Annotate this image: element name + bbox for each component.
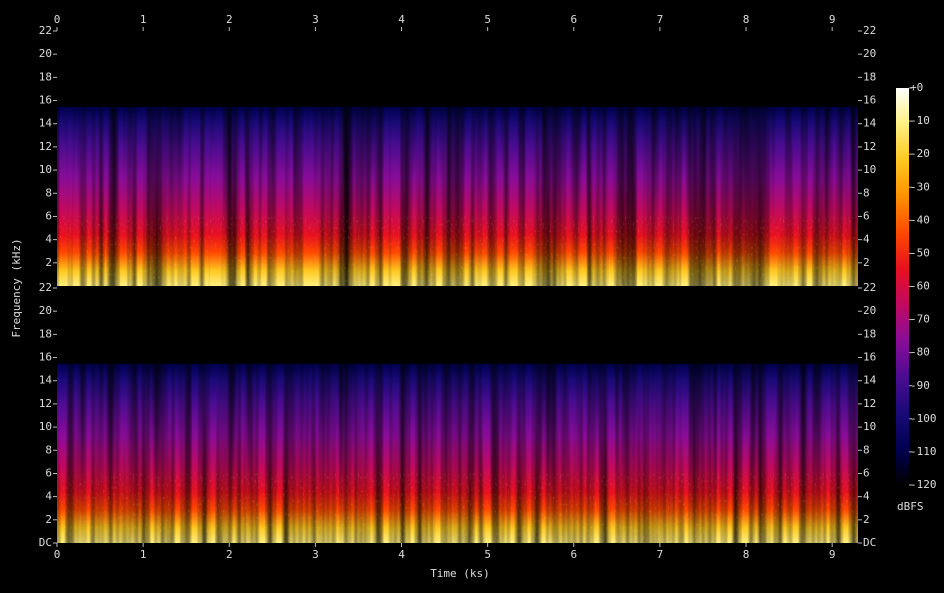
colorbar-tick-label: -120 bbox=[910, 478, 937, 491]
y-tick-label: 20 bbox=[863, 47, 876, 60]
y-tick-label: 8 bbox=[45, 186, 52, 199]
x-tick-label: 4 bbox=[398, 548, 405, 561]
y-tick-label: DC bbox=[863, 536, 876, 549]
x-tick-label: 9 bbox=[829, 548, 836, 561]
y-tick-label: 8 bbox=[863, 443, 870, 456]
x-tick-label: 1 bbox=[140, 548, 147, 561]
y-tick-label: 10 bbox=[863, 420, 876, 433]
y-tick-label: 20 bbox=[863, 304, 876, 317]
y-tick-label: 20 bbox=[39, 304, 52, 317]
y-tick-label: 16 bbox=[39, 351, 52, 364]
colorbar-tick-label: -40 bbox=[910, 213, 930, 226]
x-tick-label: 0 bbox=[54, 13, 61, 26]
x-tick-label: 4 bbox=[398, 13, 405, 26]
y-tick-label: 14 bbox=[39, 374, 53, 387]
y-tick-label: 16 bbox=[863, 351, 876, 364]
x-tick-label: 7 bbox=[657, 548, 664, 561]
x-tick-label: 7 bbox=[657, 13, 664, 26]
colorbar-tick-label: -20 bbox=[910, 147, 930, 160]
x-tick-label: 8 bbox=[743, 13, 750, 26]
y-tick-label: 2 bbox=[863, 513, 870, 526]
x-tick-label: 5 bbox=[484, 13, 491, 26]
y-tick-label: DC bbox=[39, 536, 52, 549]
x-axis-label: Time (ks) bbox=[430, 567, 490, 580]
colorbar-tick-label: -80 bbox=[910, 346, 930, 359]
y-tick-label: 6 bbox=[863, 209, 870, 222]
y-tick-label: 8 bbox=[45, 443, 52, 456]
y-tick-label: 22 bbox=[39, 281, 52, 294]
x-tick-label: 8 bbox=[743, 548, 750, 561]
y-tick-label: 2 bbox=[863, 256, 870, 269]
y-tick-label: 4 bbox=[45, 233, 52, 246]
y-tick-label: 12 bbox=[39, 140, 52, 153]
y-tick-label: 6 bbox=[45, 209, 52, 222]
y-tick-label: 8 bbox=[863, 186, 870, 199]
colorbar-tick-label: -70 bbox=[910, 313, 930, 326]
y-tick-label: 14 bbox=[863, 117, 877, 130]
y-tick-label: 12 bbox=[863, 140, 876, 153]
y-tick-label: 18 bbox=[39, 70, 52, 83]
y-tick-label: 4 bbox=[863, 490, 870, 503]
x-tick-label: 3 bbox=[312, 13, 319, 26]
y-tick-label: 4 bbox=[863, 233, 870, 246]
x-tick-label: 6 bbox=[570, 13, 577, 26]
y-tick-label: 2 bbox=[45, 513, 52, 526]
y-tick-label: 4 bbox=[45, 490, 52, 503]
y-tick-label: 18 bbox=[39, 327, 52, 340]
y-tick-label: 16 bbox=[863, 94, 876, 107]
y-tick-label: 22 bbox=[863, 281, 876, 294]
y-tick-label: 10 bbox=[863, 163, 876, 176]
x-tick-label: 3 bbox=[312, 548, 319, 561]
colorbar-tick-label: -100 bbox=[910, 412, 937, 425]
colorbar bbox=[896, 88, 909, 485]
y-tick-label: 12 bbox=[863, 397, 876, 410]
colorbar-tick-label: -10 bbox=[910, 114, 930, 127]
x-tick-label: 0 bbox=[54, 548, 61, 561]
y-tick-label: 12 bbox=[39, 397, 52, 410]
x-tick-label: 2 bbox=[226, 13, 233, 26]
colorbar-tick-label: -110 bbox=[910, 445, 937, 458]
colorbar-tick-label: -60 bbox=[910, 280, 930, 293]
x-tick-label: 5 bbox=[484, 548, 491, 561]
spectrogram-grain bbox=[57, 473, 858, 543]
y-tick-label: 18 bbox=[863, 327, 876, 340]
y-tick-label: 18 bbox=[863, 70, 876, 83]
y-tick-label: 22 bbox=[863, 24, 876, 37]
y-tick-label: 14 bbox=[39, 117, 53, 130]
y-tick-label: 2 bbox=[45, 256, 52, 269]
colorbar-tick-label: +0 bbox=[910, 81, 923, 94]
y-axis-label: Frequency (kHz) bbox=[10, 238, 23, 337]
colorbar-tick-label: -50 bbox=[910, 246, 930, 259]
colorbar-tick-label: -30 bbox=[910, 180, 930, 193]
y-tick-label: 10 bbox=[39, 420, 52, 433]
y-tick-label: 6 bbox=[45, 466, 52, 479]
spectrogram-grain bbox=[57, 216, 858, 286]
x-tick-label: 2 bbox=[226, 548, 233, 561]
x-tick-label: 6 bbox=[570, 548, 577, 561]
y-tick-label: 16 bbox=[39, 94, 52, 107]
y-tick-label: 14 bbox=[863, 374, 877, 387]
x-tick-label: 1 bbox=[140, 13, 147, 26]
y-tick-label: 22 bbox=[39, 24, 52, 37]
x-tick-label: 9 bbox=[829, 13, 836, 26]
colorbar-tick-label: -90 bbox=[910, 379, 930, 392]
y-tick-label: 10 bbox=[39, 163, 52, 176]
y-tick-label: 20 bbox=[39, 47, 52, 60]
colorbar-label: dBFS bbox=[897, 500, 924, 513]
y-tick-label: 6 bbox=[863, 466, 870, 479]
